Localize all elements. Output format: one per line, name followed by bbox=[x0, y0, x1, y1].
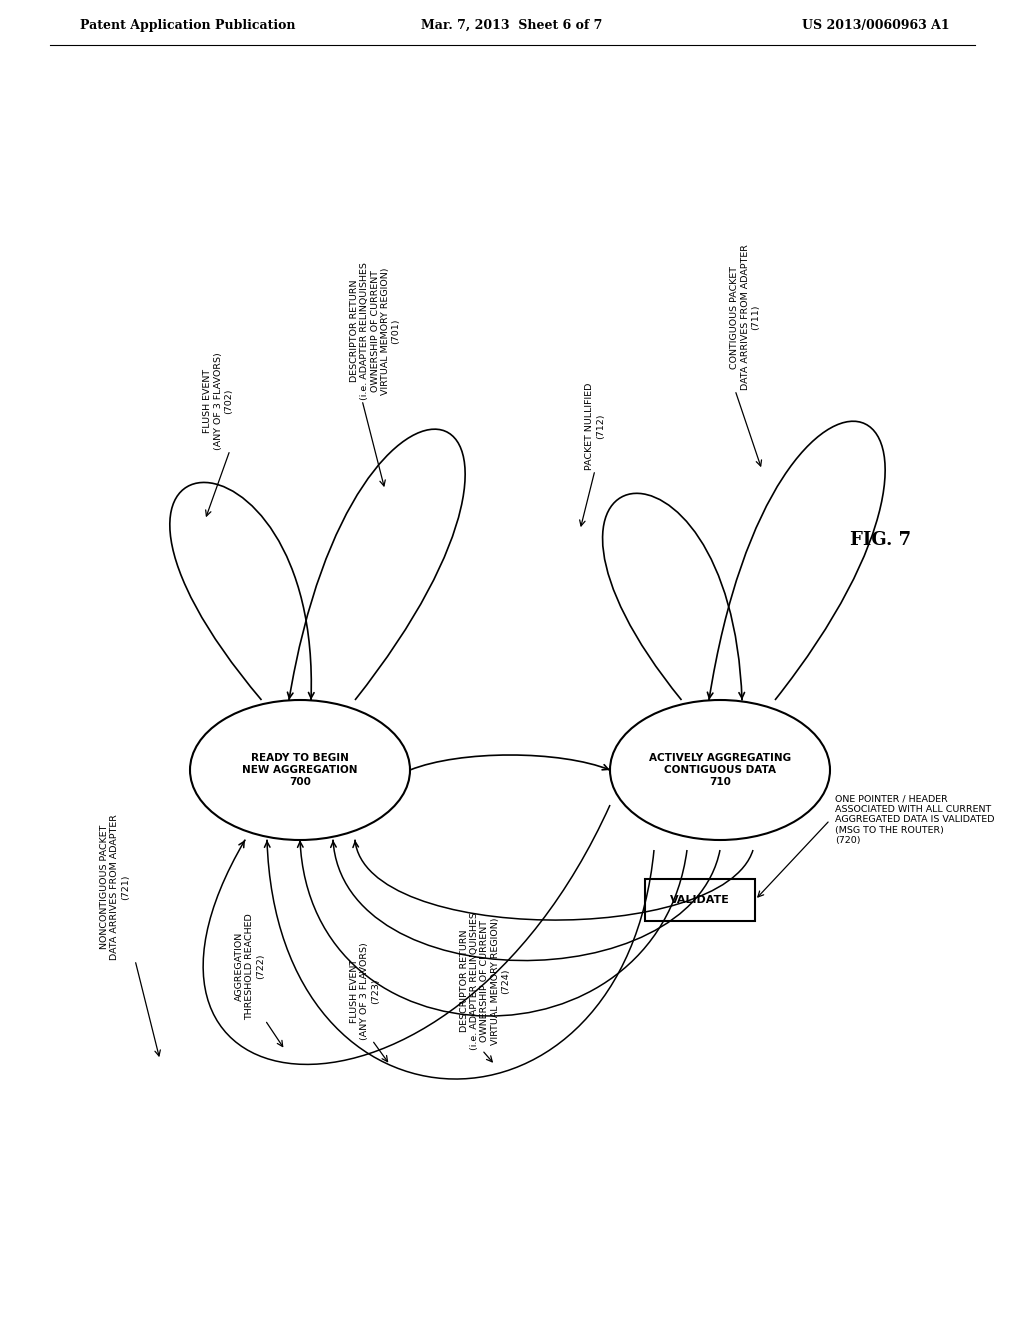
Text: ONE POINTER / HEADER
ASSOCIATED WITH ALL CURRENT
AGGREGATED DATA IS VALIDATED
(M: ONE POINTER / HEADER ASSOCIATED WITH ALL… bbox=[835, 795, 994, 845]
Text: Patent Application Publication: Patent Application Publication bbox=[80, 18, 296, 32]
Text: FLUSH EVENT
(ANY OF 3 FLAVORS)
(723): FLUSH EVENT (ANY OF 3 FLAVORS) (723) bbox=[350, 942, 380, 1040]
Text: PACKET NULLIFIED
(712): PACKET NULLIFIED (712) bbox=[586, 383, 605, 470]
Text: FLUSH EVENT
(ANY OF 3 FLAVORS)
(702): FLUSH EVENT (ANY OF 3 FLAVORS) (702) bbox=[203, 352, 232, 450]
Text: DESCRIPTOR RETURN
(i.e. ADAPTER RELINQUISHES
OWNERSHIP OF CURRENT
VIRTUAL MEMORY: DESCRIPTOR RETURN (i.e. ADAPTER RELINQUI… bbox=[460, 912, 510, 1049]
Text: AGGREGATION
THRESHOLD REACHED
(722): AGGREGATION THRESHOLD REACHED (722) bbox=[236, 913, 265, 1020]
Text: Mar. 7, 2013  Sheet 6 of 7: Mar. 7, 2013 Sheet 6 of 7 bbox=[421, 18, 603, 32]
Text: ACTIVELY AGGREGATING
CONTIGUOUS DATA
710: ACTIVELY AGGREGATING CONTIGUOUS DATA 710 bbox=[649, 754, 792, 787]
Text: DESCRIPTOR RETURN
(i.e. ADAPTER RELINQUISHES
OWNERSHIP OF CURRENT
VIRTUAL MEMORY: DESCRIPTOR RETURN (i.e. ADAPTER RELINQUI… bbox=[350, 263, 400, 400]
Text: VALIDATE: VALIDATE bbox=[670, 895, 730, 906]
Text: US 2013/0060963 A1: US 2013/0060963 A1 bbox=[803, 18, 950, 32]
Text: NONCONTIGUOUS PACKET
DATA ARRIVES FROM ADAPTER
(721): NONCONTIGUOUS PACKET DATA ARRIVES FROM A… bbox=[100, 814, 130, 960]
Text: READY TO BEGIN
NEW AGGREGATION
700: READY TO BEGIN NEW AGGREGATION 700 bbox=[243, 754, 357, 787]
Text: CONTIGUOUS PACKET
DATA ARRIVES FROM ADAPTER
(711): CONTIGUOUS PACKET DATA ARRIVES FROM ADAP… bbox=[730, 244, 760, 389]
Text: FIG. 7: FIG. 7 bbox=[850, 531, 911, 549]
